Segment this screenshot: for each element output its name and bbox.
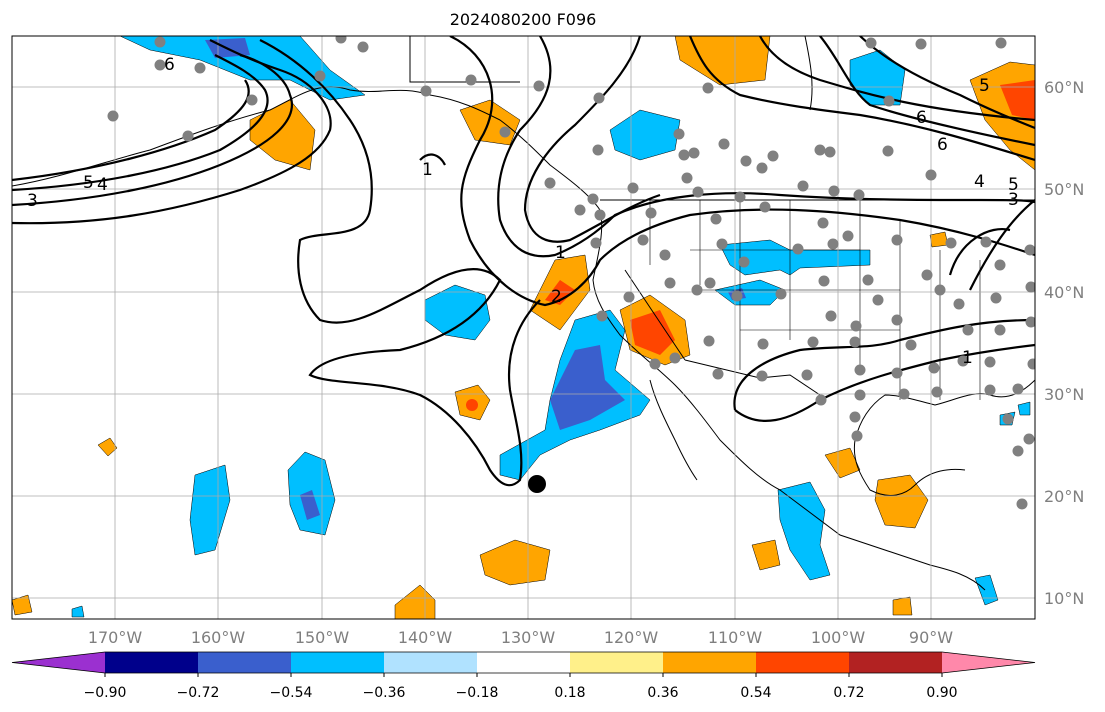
map-frame [11,35,1036,620]
lon-tick-label: 120°W [604,628,659,647]
map-background [12,36,1035,619]
lat-tick-label: 50°N [1044,180,1084,199]
lon-tick-label: 100°W [811,628,866,647]
lat-tick-label: 60°N [1044,78,1084,97]
contour-label: 1 [555,243,566,263]
colorbar-segment [291,652,385,673]
colorbar-segment [384,652,478,673]
contour-label: 3 [1008,190,1019,210]
contour-label: 3 [27,191,38,211]
colorbar-tick-label: 0.54 [740,685,771,701]
storm-position-marker [528,475,546,493]
colorbar-tick-label: 0.36 [647,685,678,701]
colorbar-tick-labels: −0.90 −0.72 −0.54 −0.36 −0.18 0.18 0.36 0.54 0.7… [84,685,958,701]
colorbar [11,651,1036,677]
contour-label: 6 [937,135,948,155]
colorbar-segment [105,652,199,673]
colorbar-segment [756,652,850,673]
colorbar-segment [198,652,292,673]
contour-label: 2 [551,287,562,307]
station-markers [107,36,1035,510]
colorbar-segment [663,652,757,673]
lat-tick-label: 40°N [1044,283,1084,302]
anomaly-fill-layer [12,36,1035,619]
colorbar-segment [942,652,1035,673]
contour-label: 4 [974,172,985,192]
contour-label: 4 [97,175,108,195]
colorbar-tick-label: −0.36 [363,685,406,701]
latitude-tick-labels: 60°N 50°N 40°N 30°N 20°N 10°N [1044,78,1084,608]
colorbar-tick-label: 0.90 [926,685,957,701]
contour-label: 5 [979,76,990,96]
contour-label: 5 [83,173,94,193]
contour-label-layer: 6 5 4 3 1 1 2 6 6 4 5 3 1 5 [27,55,1019,368]
lat-tick-label: 20°N [1044,487,1084,506]
colorbar-segment [477,652,571,673]
contour-layer [12,36,1035,487]
colorbar-tick-label: −0.90 [84,685,127,701]
lat-tick-label: 30°N [1044,385,1084,404]
lon-tick-label: 170°W [88,628,143,647]
contour-label: 6 [916,108,927,128]
lon-tick-label: 130°W [501,628,556,647]
colorbar-tick-label: 0.72 [833,685,864,701]
colorbar-segment [12,652,105,673]
colorbar-segment [849,652,943,673]
colorbar-tick-label: −0.72 [177,685,220,701]
map-title: 2024080200 F096 [449,10,597,29]
lon-tick-label: 110°W [708,628,763,647]
contour-label: 6 [164,55,175,75]
colorbar-tick-label: −0.18 [456,685,499,701]
lon-tick-label: 150°W [295,628,350,647]
contour-label: 1 [422,160,433,180]
lon-tick-label: 160°W [191,628,246,647]
colorbar-segment [570,652,664,673]
lat-tick-label: 10°N [1044,589,1084,608]
contour-label: 1 [962,348,973,368]
longitude-tick-labels: 170°W 160°W 150°W 140°W 130°W 120°W 110°… [88,628,953,647]
colorbar-tick-label: −0.54 [270,685,313,701]
colorbar-tick-label: 0.18 [554,685,585,701]
lon-tick-label: 90°W [909,628,953,647]
lon-tick-label: 140°W [398,628,453,647]
contour-label: 5 [1008,175,1019,195]
